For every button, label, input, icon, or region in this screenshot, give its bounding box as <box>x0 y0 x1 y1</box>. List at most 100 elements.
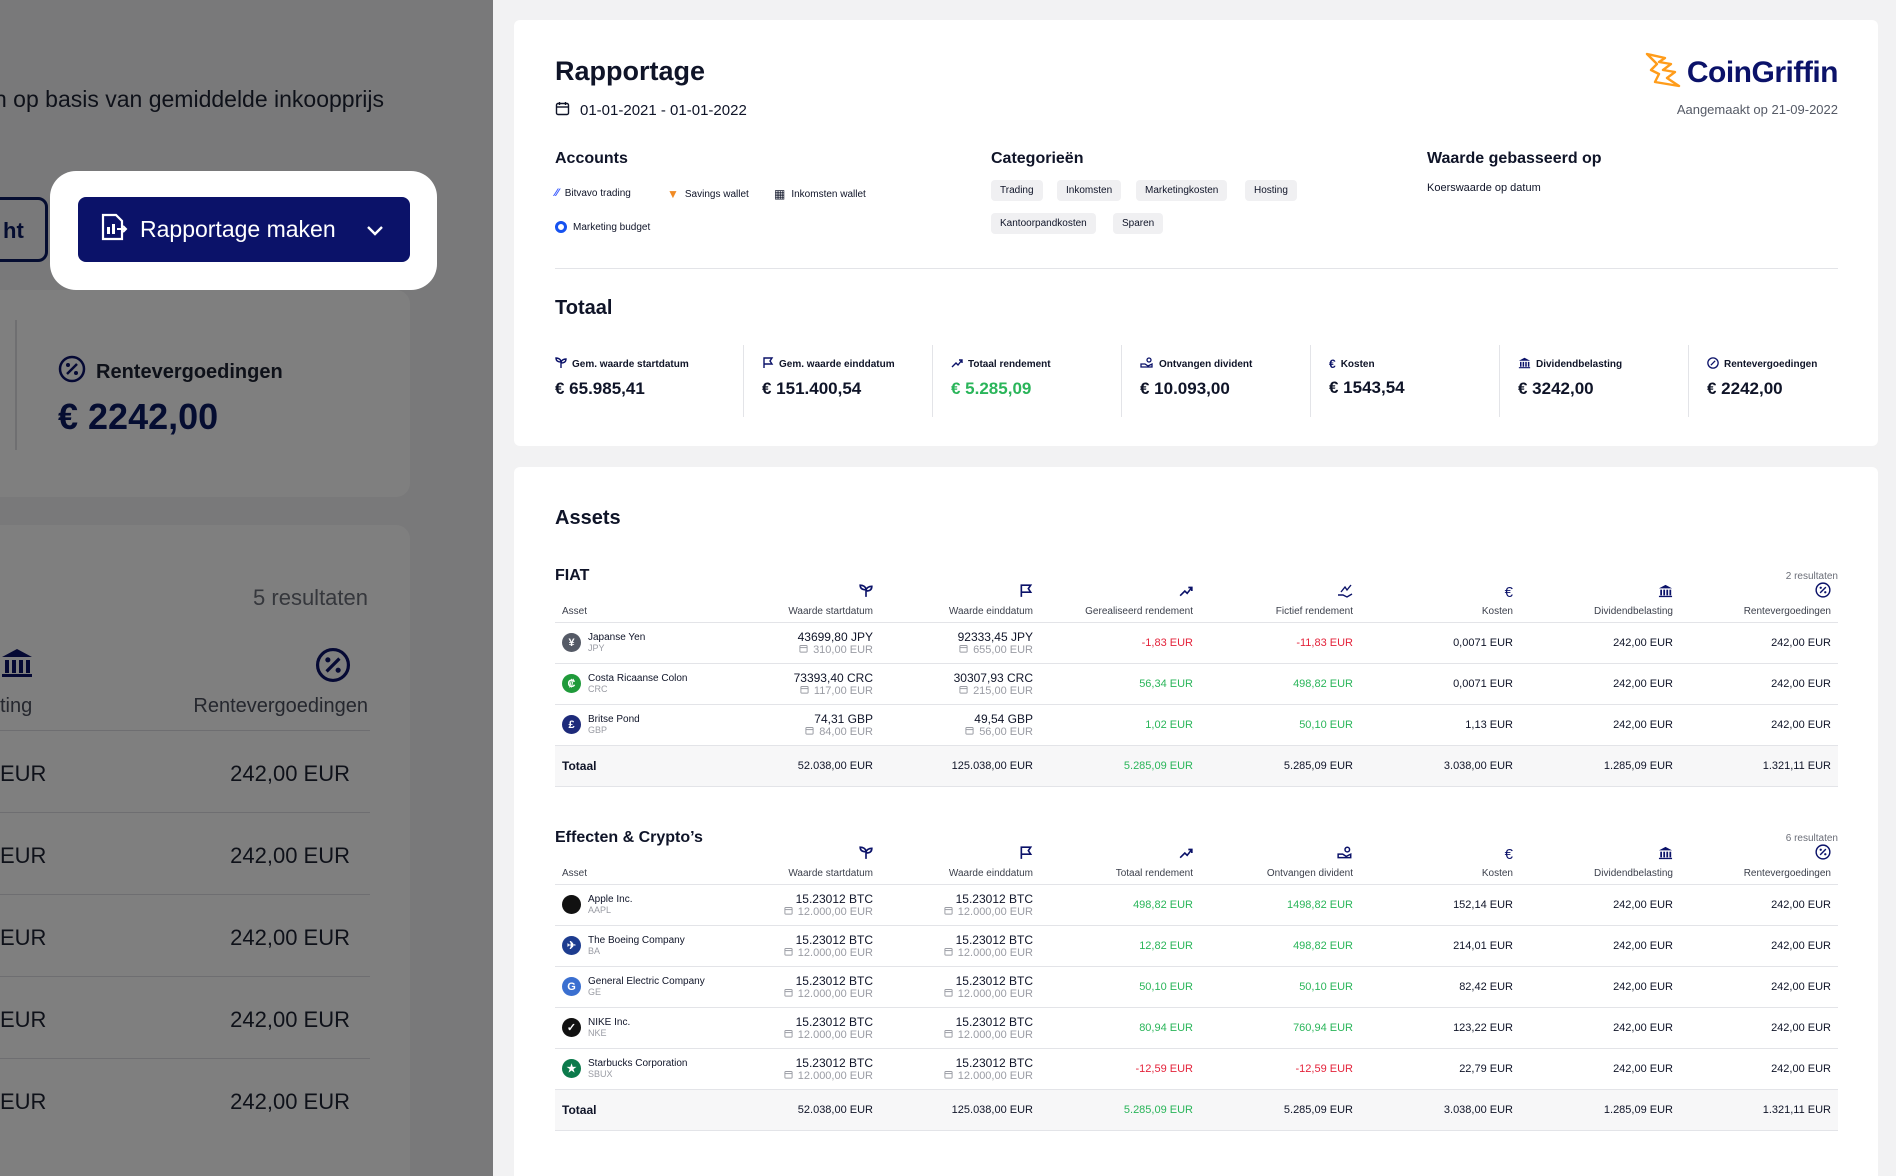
report-create-label: Rapportage maken <box>140 216 336 242</box>
sprout-icon <box>555 357 567 372</box>
account-item: Marketing budget <box>555 221 650 233</box>
table-row[interactable]: ✈ The Boeing Company BA 15.23012 BTC 12.000,… <box>555 925 1838 967</box>
category-chip: Trading <box>991 180 1043 201</box>
table-row[interactable]: £ Britse Pond GBP 74,31 GBP 84,00 EUR 49,54 G… <box>555 704 1838 746</box>
cell-costs: 0,0071 EUR <box>1360 622 1520 664</box>
cell-end: 15.23012 BTC 12.000,00 EUR <box>880 966 1040 1008</box>
bank-icon <box>1527 584 1673 601</box>
cell-return: -12,59 EUR <box>1040 1048 1200 1090</box>
grid-wallet-icon: ▦ <box>774 187 786 201</box>
cell-return: 12,82 EUR <box>1040 925 1200 967</box>
cell-return-2: -12,59 EUR <box>1200 1048 1360 1090</box>
calendar-icon <box>805 726 814 738</box>
cell-dividend-tax: 242,00 EUR <box>1520 663 1680 705</box>
account-item: ▼ Savings wallet <box>667 187 749 201</box>
table-row[interactable]: ¥ Japanse Yen JPY 43699,80 JPY 310,00 EUR 923… <box>555 622 1838 664</box>
cell-start: 15.23012 BTC 12.000,00 EUR <box>720 925 880 967</box>
cell-interest: 242,00 EUR <box>1680 663 1838 705</box>
category-chip: Marketingkosten <box>1136 180 1228 201</box>
total-costs: 3.038,00 EUR <box>1360 1089 1520 1131</box>
table-row[interactable]: G General Electric Company GE 15.23012 BTC 1… <box>555 966 1838 1008</box>
bank-icon <box>1518 357 1531 372</box>
cell-costs: 82,42 EUR <box>1360 966 1520 1008</box>
asset-logo-icon: ₡ <box>562 674 581 693</box>
totals-heading: Totaal <box>555 297 613 319</box>
total-costs: 3.038,00 EUR <box>1360 745 1520 787</box>
cell-interest: 242,00 EUR <box>1680 884 1838 926</box>
cell-end: 15.23012 BTC 12.000,00 EUR <box>880 1048 1040 1090</box>
cell-start: 43699,80 JPY 310,00 EUR <box>720 622 880 664</box>
cell-dividend-tax: 242,00 EUR <box>1520 1007 1680 1049</box>
total-end: 125.038,00 EUR <box>880 1089 1040 1131</box>
asset-logo-icon <box>562 895 581 914</box>
cell-dividend-tax: 242,00 EUR <box>1520 925 1680 967</box>
asset-ticker: AAPL <box>588 904 612 915</box>
cell-dividend-tax: 242,00 EUR <box>1520 1048 1680 1090</box>
total-label: Totaal <box>555 745 720 787</box>
date-range-text: 01-01-2021 - 01-01-2022 <box>580 102 747 119</box>
table-row[interactable]: Apple Inc. AAPL 15.23012 BTC 12.000,00 EUR 1… <box>555 884 1838 926</box>
cell-return: 56,34 EUR <box>1040 663 1200 705</box>
asset-name: Britse Pond <box>588 713 640 725</box>
trend-up-icon <box>1047 584 1193 601</box>
cell-interest: 242,00 EUR <box>1680 704 1838 746</box>
asset-logo-icon: ★ <box>562 1059 581 1078</box>
total-return-2: 5.285,09 EUR <box>1200 745 1360 787</box>
kpi-start-value: Gem. waarde startdatum € 65.985,41 <box>555 345 744 417</box>
report-summary-panel: Rapportage 01-01-2021 - 01-01-2022 CoinG… <box>514 20 1878 446</box>
asset-name: The Boeing Company <box>588 934 685 946</box>
col-costs: € Kosten <box>1360 577 1520 623</box>
calendar-icon <box>944 988 953 1000</box>
cell-return: -1,83 EUR <box>1040 622 1200 664</box>
cell-return-2: 498,82 EUR <box>1200 925 1360 967</box>
calendar-icon <box>944 947 953 959</box>
kpi-dividend-tax: Dividendbelasting € 3242,00 <box>1500 345 1689 417</box>
cell-dividend-tax: 242,00 EUR <box>1520 884 1680 926</box>
calendar-icon <box>944 1029 953 1041</box>
calendar-icon <box>784 1029 793 1041</box>
kpi-dividend: Ontvangen divident € 10.093,00 <box>1122 345 1311 417</box>
asset-ticker: CRC <box>588 683 608 694</box>
asset-name: Costa Ricaanse Colon <box>588 672 688 684</box>
asset-ticker: GBP <box>588 724 608 735</box>
asset-logo-icon: G <box>562 977 581 996</box>
cell-costs: 152,14 EUR <box>1360 884 1520 926</box>
col-interest: Rentevergoedingen <box>1680 577 1838 623</box>
divider <box>555 268 1838 269</box>
cell-interest: 242,00 EUR <box>1680 622 1838 664</box>
total-interest: 1.321,11 EUR <box>1680 745 1838 787</box>
chevron-down-icon[interactable] <box>366 216 384 243</box>
table-row[interactable]: ₡ Costa Ricaanse Colon CRC 73393,40 CRC 117,… <box>555 663 1838 705</box>
euro-icon: € <box>1504 845 1513 863</box>
cell-end: 15.23012 BTC 12.000,00 EUR <box>880 925 1040 967</box>
percent-icon <box>1687 843 1831 863</box>
col-asset: Asset <box>555 577 720 623</box>
cell-interest: 242,00 EUR <box>1680 925 1838 967</box>
asset-ticker: JPY <box>588 642 605 653</box>
bank-icon <box>1527 846 1673 863</box>
calendar-icon <box>784 947 793 959</box>
asset-ticker: BA <box>588 945 601 956</box>
cell-return-2: -11,83 EUR <box>1200 622 1360 664</box>
total-return: 5.285,09 EUR <box>1040 1089 1200 1131</box>
cell-return: 80,94 EUR <box>1040 1007 1200 1049</box>
sprout-icon <box>727 845 873 863</box>
table-row[interactable]: ✓ NIKE Inc. NKE 15.23012 BTC 12.000,00 EUR 15… <box>555 1007 1838 1049</box>
fox-icon: ▼ <box>667 187 679 201</box>
report-create-button[interactable]: Rapportage maken <box>78 197 410 262</box>
percent-icon <box>1687 581 1831 601</box>
cell-return: 50,10 EUR <box>1040 966 1200 1008</box>
calendar-icon <box>959 644 968 656</box>
flag-icon <box>887 583 1033 601</box>
asset-ticker: NKE <box>588 1027 607 1038</box>
col-dividend-tax: Dividendbelasting <box>1520 577 1680 623</box>
kpi-end-value: Gem. waarde einddatum € 151.400,54 <box>744 345 933 417</box>
account-item: ⁄⁄ Bitvavo trading <box>555 187 631 199</box>
assets-heading: Assets <box>555 507 621 529</box>
table-row[interactable]: ★ Starbucks Corporation SBUX 15.23012 BTC 12… <box>555 1048 1838 1090</box>
cell-start: 15.23012 BTC 12.000,00 EUR <box>720 1007 880 1049</box>
cell-dividend-tax: 242,00 EUR <box>1520 966 1680 1008</box>
calendar-icon <box>944 1070 953 1082</box>
cell-end: 15.23012 BTC 12.000,00 EUR <box>880 1007 1040 1049</box>
col-fictive: Fictief rendement <box>1200 577 1360 623</box>
